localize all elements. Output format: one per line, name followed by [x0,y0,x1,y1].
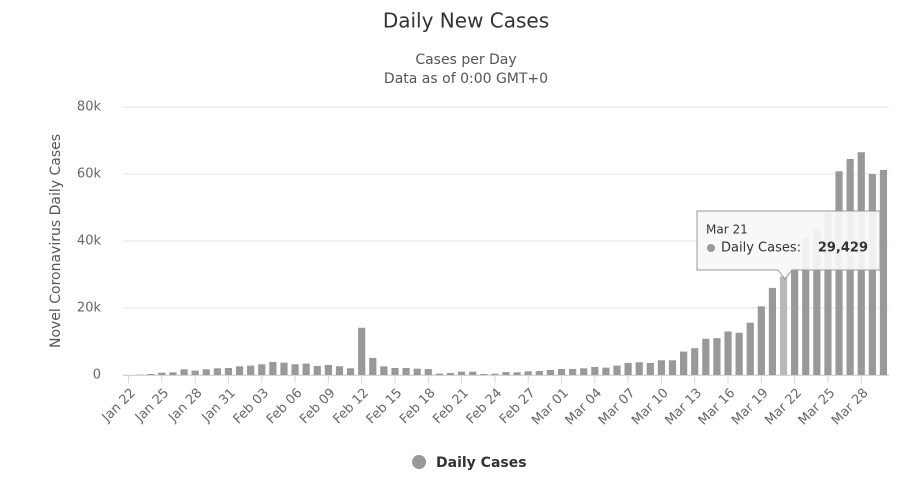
bar [324,364,332,375]
bar [713,338,721,375]
bar [480,373,488,375]
bar [491,373,499,375]
bar [569,368,577,375]
bar [635,362,643,375]
bar [524,371,532,375]
bar [457,371,466,375]
bar [269,361,277,375]
bar [602,367,610,375]
y-tick-label: 40k [77,234,102,249]
bar [546,369,555,375]
bar [446,372,455,375]
bar [535,370,543,375]
x-tick-label: Feb 12 [330,386,372,428]
tooltip-box [696,210,881,280]
bar [746,322,754,375]
bar [391,367,399,375]
subtitle: Data as of 0:00 GMT+0 [384,71,548,87]
tooltip: Mar 21 Daily Cases: 29,429 [696,210,881,280]
bar [835,171,843,375]
legend-label[interactable]: Daily Cases [436,455,527,471]
bar [613,365,621,375]
bar [402,367,410,375]
bar [513,372,521,375]
bar [380,366,388,375]
bar [369,357,377,375]
x-tick-label: Feb 09 [297,386,339,428]
bar [757,306,765,375]
bar [646,362,654,375]
bar [224,367,233,375]
x-tick-label: Feb 21 [430,386,472,428]
x-tick-label: Jan 28 [165,386,205,426]
bar [213,368,221,375]
bar [624,362,632,375]
bar [147,373,155,375]
bar [158,372,166,375]
bar [313,365,321,375]
tooltip-value: 29,429 [818,241,868,256]
bar [580,368,588,375]
bar [280,362,288,375]
bar [657,360,666,375]
bar [191,370,199,375]
bar [358,327,366,375]
bar [680,351,688,375]
bar [879,169,888,375]
bar [413,368,421,375]
legend[interactable]: Daily Cases [412,455,527,471]
x-tick-label: Jan 22 [99,386,139,426]
x-tick-label: Feb 03 [231,386,273,428]
bar [302,363,310,375]
chart-title: Daily New Cases [383,9,549,33]
x-tick-label: Mar 28 [829,386,872,429]
bar [824,212,832,375]
bar [291,364,299,375]
y-tick-label: 80k [77,100,102,115]
legend-symbol [412,455,426,469]
bar [235,366,244,375]
bar [779,276,788,375]
bar [768,287,777,375]
bar [791,267,799,375]
x-tick-label: Feb 06 [264,386,306,428]
x-tick-label: Feb 15 [364,386,406,428]
bar [424,368,432,375]
bar [691,348,699,375]
y-axis-title: Novel Coronavirus Daily Cases [48,134,64,348]
x-tick-label: Jan 25 [132,386,172,426]
bar [258,364,266,375]
y-tick-label: 0 [93,368,101,383]
x-tick-label: Feb 18 [397,386,439,428]
bar [435,373,443,375]
bar [702,338,710,375]
bar [335,366,344,375]
x-tick-label: Feb 24 [464,386,506,428]
tooltip-title: Mar 21 [706,223,748,237]
bar [724,331,732,375]
tooltip-label: Daily Cases: [721,241,801,256]
bar [502,371,510,375]
bar [868,174,876,375]
bar [202,369,210,375]
bar [813,229,821,375]
y-tick-label: 60k [77,167,102,182]
bar [735,332,743,375]
bar [591,366,599,375]
bar [557,368,566,375]
subtitle: Cases per Day [415,52,516,68]
bar [668,360,677,375]
tooltip-symbol [707,244,715,252]
y-tick-label: 20k [77,301,102,316]
bar [247,365,255,375]
bar [180,369,188,375]
bar [469,371,477,375]
bar [169,372,177,375]
bar [802,237,810,375]
bar [346,368,355,375]
